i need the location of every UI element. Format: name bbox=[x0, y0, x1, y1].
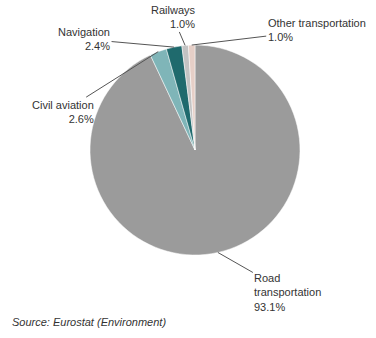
svg-text:Civil aviation2.6%: Civil aviation2.6% bbox=[32, 99, 94, 125]
svg-text:Navigation2.4%: Navigation2.4% bbox=[58, 26, 110, 52]
svg-text:Railways1.0%: Railways1.0% bbox=[151, 4, 196, 30]
svg-text:Roadtransportation93.1%: Roadtransportation93.1% bbox=[254, 272, 321, 313]
svg-text:Source: Eurostat (Environment): Source: Eurostat (Environment) bbox=[12, 316, 166, 328]
svg-text:Other transportation1.0%: Other transportation1.0% bbox=[268, 17, 366, 43]
